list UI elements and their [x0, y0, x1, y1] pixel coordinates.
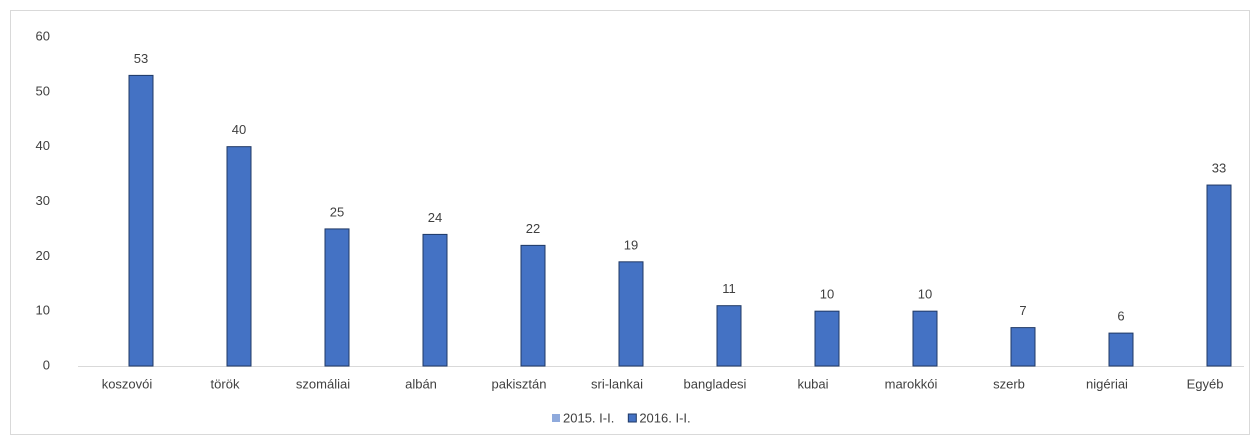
data-label: 40 — [232, 122, 246, 137]
legend-label: 2016. I-I. — [639, 410, 690, 425]
bar — [618, 261, 644, 367]
x-tick-label: koszovói — [102, 376, 153, 391]
data-label: 7 — [1019, 303, 1026, 318]
x-tick-label: kubai — [797, 376, 828, 391]
legend-label: 2015. I-I. — [563, 410, 614, 425]
x-tick-label: nigériai — [1086, 376, 1128, 391]
data-label: 24 — [428, 210, 442, 225]
y-tick-label: 0 — [43, 357, 50, 372]
bar — [226, 146, 252, 367]
bar — [1010, 327, 1036, 367]
bar — [1108, 332, 1134, 367]
bar — [324, 228, 350, 367]
legend-swatch — [627, 413, 637, 423]
data-label: 22 — [526, 221, 540, 236]
x-tick-label: sri-lankai — [591, 376, 643, 391]
y-tick-label: 60 — [36, 28, 50, 43]
y-tick-label: 30 — [36, 193, 50, 208]
bar — [912, 310, 938, 367]
bar — [814, 310, 840, 367]
x-tick-label: marokkói — [885, 376, 938, 391]
x-tick-label: török — [211, 376, 240, 391]
data-label: 10 — [820, 287, 834, 302]
x-tick-label: szomáliai — [296, 376, 350, 391]
x-tick-label: Egyéb — [1187, 376, 1224, 391]
y-tick-label: 10 — [36, 303, 50, 318]
x-tick-label: bangladesi — [684, 376, 747, 391]
y-tick-label: 40 — [36, 138, 50, 153]
data-label: 10 — [918, 287, 932, 302]
x-tick-label: szerb — [993, 376, 1025, 391]
bar — [128, 74, 154, 367]
data-label: 19 — [624, 237, 638, 252]
x-tick-label: pakisztán — [492, 376, 547, 391]
chart-frame — [10, 10, 1250, 435]
data-label: 53 — [134, 51, 148, 66]
data-label: 25 — [330, 204, 344, 219]
y-tick-label: 50 — [36, 83, 50, 98]
data-label: 33 — [1212, 160, 1226, 175]
bar — [422, 233, 448, 367]
bar — [1206, 184, 1232, 367]
y-tick-label: 20 — [36, 248, 50, 263]
bar — [520, 244, 546, 367]
data-label: 11 — [722, 281, 736, 296]
legend-swatch — [552, 414, 560, 422]
bar — [716, 305, 742, 367]
data-label: 6 — [1117, 309, 1124, 324]
x-tick-label: albán — [405, 376, 437, 391]
